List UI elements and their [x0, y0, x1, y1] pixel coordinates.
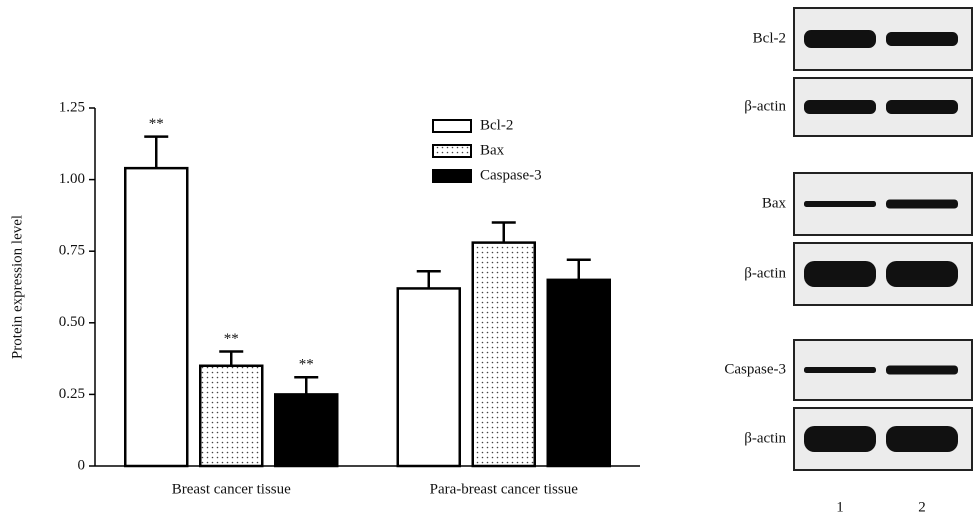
y-axis-label: Protein expression level — [9, 215, 25, 359]
legend-swatch — [433, 120, 471, 132]
blot-band — [886, 426, 958, 452]
blot-band — [804, 367, 876, 373]
blot-row-label: β-actin — [744, 98, 786, 114]
bar — [275, 394, 337, 466]
blot-row-label: β-actin — [744, 265, 786, 281]
x-tick-label: Para-breast cancer tissue — [430, 481, 579, 497]
blot-band — [886, 261, 958, 287]
legend-label: Bax — [480, 142, 505, 158]
legend-swatch — [433, 170, 471, 182]
y-tick-label: 0.75 — [59, 243, 85, 259]
blot-band — [886, 366, 958, 375]
y-tick-label: 0.50 — [59, 314, 85, 330]
blot-row-label: Bcl-2 — [753, 30, 786, 46]
y-tick-label: 1.25 — [59, 99, 85, 115]
blot-band — [886, 32, 958, 46]
figure: Protein expression level 0 0.25 0.50 0.75 1.… — [0, 0, 974, 522]
significance-label: ** — [299, 357, 314, 373]
bar — [125, 168, 187, 466]
legend-label: Bcl-2 — [480, 117, 513, 133]
blot-band — [886, 100, 958, 114]
blot-band — [804, 30, 876, 48]
blot-row-label: Bax — [762, 195, 787, 211]
x-tick-label: Breast cancer tissue — [172, 481, 291, 497]
bar — [200, 366, 262, 466]
blot-band — [804, 100, 876, 114]
significance-label: ** — [149, 116, 164, 132]
significance-label: ** — [224, 331, 239, 347]
lane-label: 2 — [918, 499, 926, 515]
bar — [473, 243, 535, 466]
blot-row-label: Caspase-3 — [724, 361, 786, 377]
bar — [548, 280, 610, 466]
blot-band — [886, 200, 958, 209]
legend-swatch — [433, 145, 471, 157]
blot-band — [804, 261, 876, 287]
y-tick-label: 1.00 — [59, 171, 85, 187]
y-tick-label: 0 — [78, 457, 86, 473]
lane-label: 1 — [836, 499, 844, 515]
legend-label: Caspase-3 — [480, 167, 542, 183]
blot-band — [804, 201, 876, 207]
bar — [398, 288, 460, 466]
blot-row-label: β-actin — [744, 430, 786, 446]
blot-band — [804, 426, 876, 452]
y-tick-label: 0.25 — [59, 386, 85, 402]
